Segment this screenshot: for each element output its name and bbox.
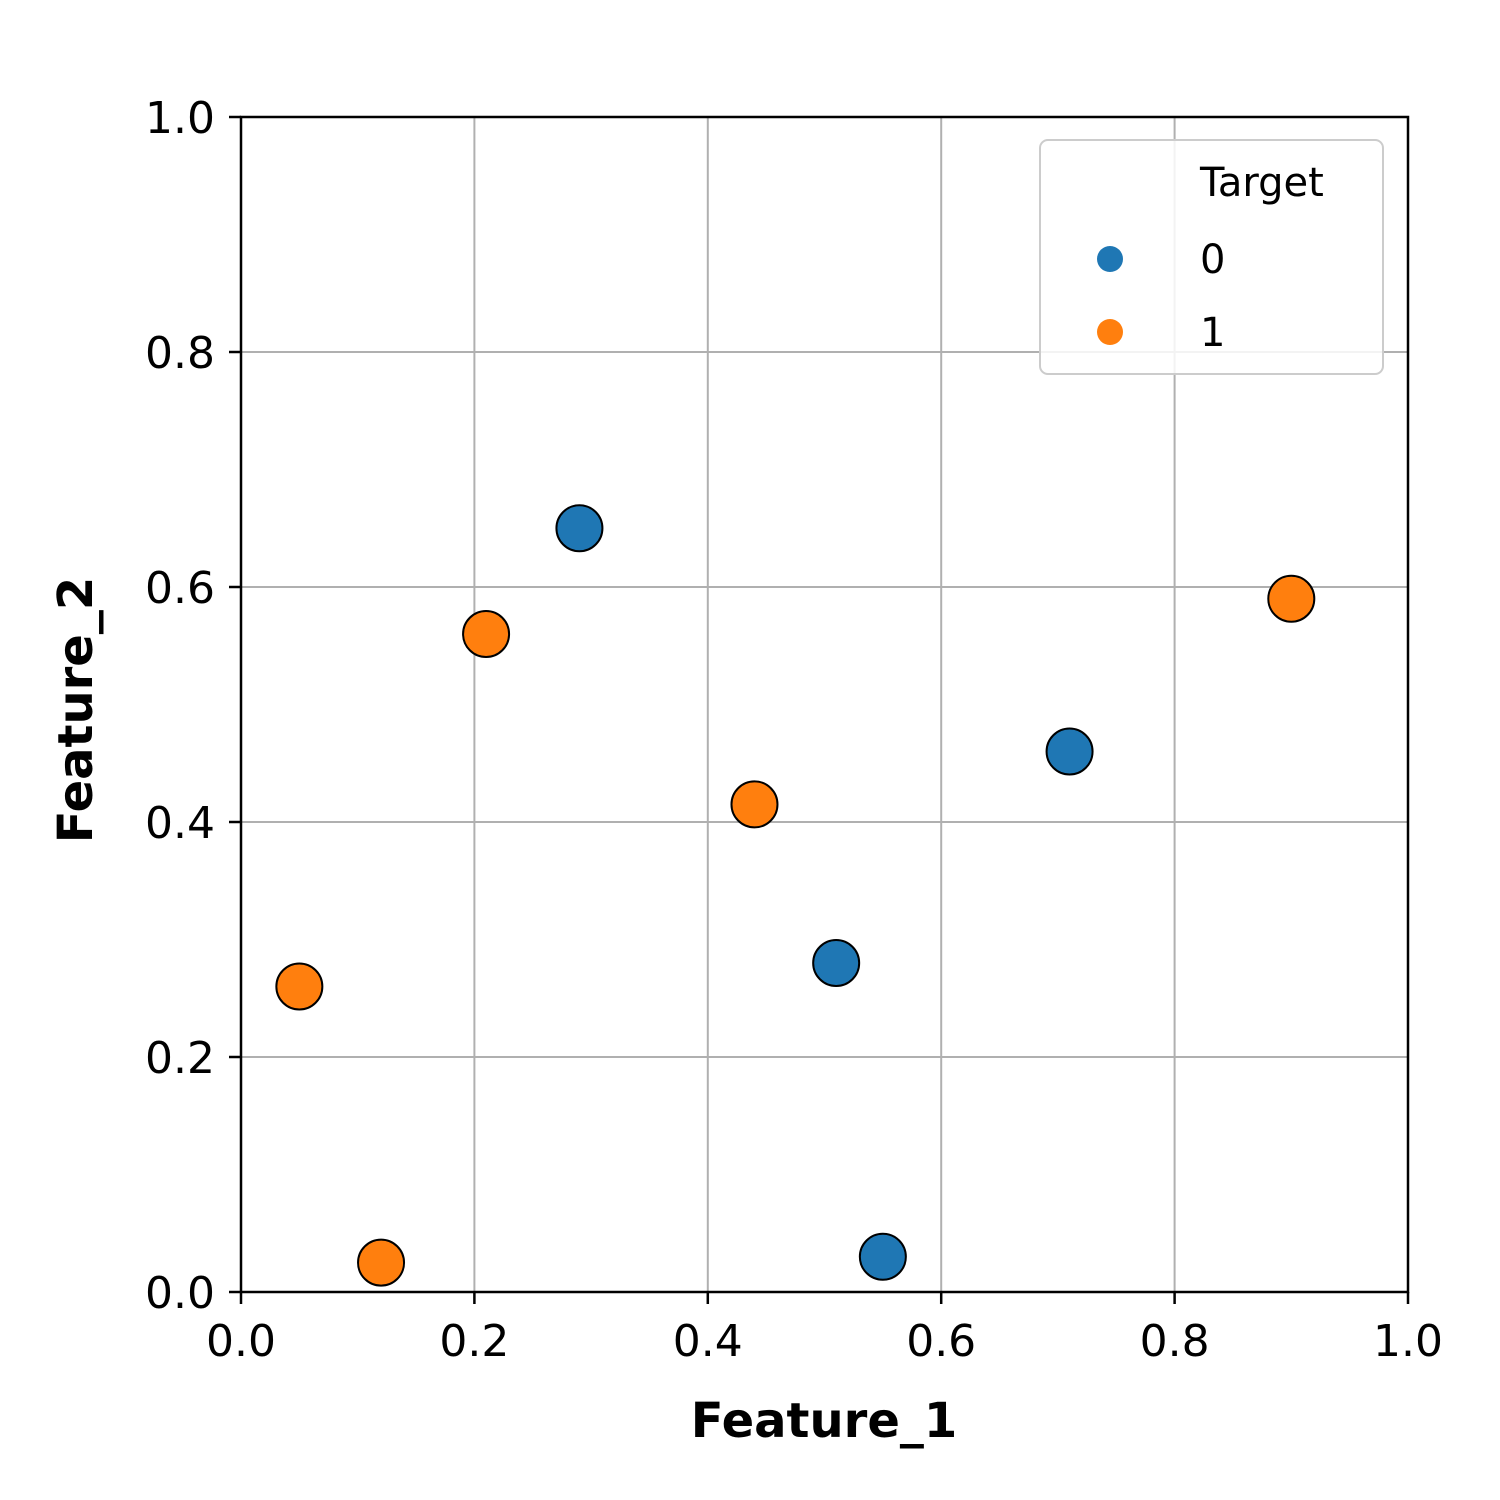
legend-marker-1 bbox=[1097, 319, 1123, 345]
x-tick-label: 0.6 bbox=[906, 1316, 976, 1367]
scatter-point-target-0 bbox=[812, 939, 861, 987]
scatter-point-target-1 bbox=[730, 780, 779, 829]
scatter-point-target-1 bbox=[1267, 574, 1316, 623]
scatter-point-target-0 bbox=[1045, 727, 1094, 776]
x-tick-label: 0.2 bbox=[439, 1316, 509, 1367]
legend: Target 01 bbox=[1039, 139, 1384, 375]
legend-entries: 01 bbox=[1097, 237, 1225, 356]
y-tick-label: 0.2 bbox=[145, 1033, 215, 1084]
scatter-point-target-1 bbox=[462, 610, 511, 658]
scatter-point-target-1 bbox=[357, 1238, 406, 1287]
y-tick-label: 1.0 bbox=[145, 93, 215, 144]
legend-label-1: 1 bbox=[1200, 310, 1225, 356]
legend-box bbox=[1039, 139, 1384, 375]
x-tick-label: 0.0 bbox=[206, 1316, 276, 1367]
x-tick-label: 1.0 bbox=[1373, 1316, 1443, 1367]
x-axis-label: Feature_1 bbox=[691, 1393, 958, 1449]
x-tick-label: 0.8 bbox=[1140, 1316, 1210, 1367]
legend-marker-0 bbox=[1097, 246, 1123, 272]
scatter-point-target-0 bbox=[858, 1232, 907, 1281]
scatter-point-target-1 bbox=[275, 962, 324, 1011]
x-tick-label: 0.4 bbox=[673, 1316, 743, 1367]
y-axis-label: Feature_2 bbox=[48, 577, 104, 844]
y-tick-label: 0.4 bbox=[145, 798, 215, 849]
y-tick-label: 0.0 bbox=[145, 1268, 215, 1319]
y-tick-label: 0.6 bbox=[145, 563, 215, 614]
y-tick-label: 0.8 bbox=[145, 328, 215, 379]
scatter-point-target-0 bbox=[555, 504, 604, 553]
legend-label-0: 0 bbox=[1200, 237, 1225, 283]
axis-ticks: 0.0 0.2 0.4 0.6 0.8 1.0 0.0 0.2 0.4 0.6 0.8 1.0 bbox=[145, 93, 1443, 1367]
legend-title: Target bbox=[1199, 160, 1324, 206]
data-points bbox=[275, 504, 1316, 1287]
plot-frame bbox=[239, 115, 1410, 1294]
